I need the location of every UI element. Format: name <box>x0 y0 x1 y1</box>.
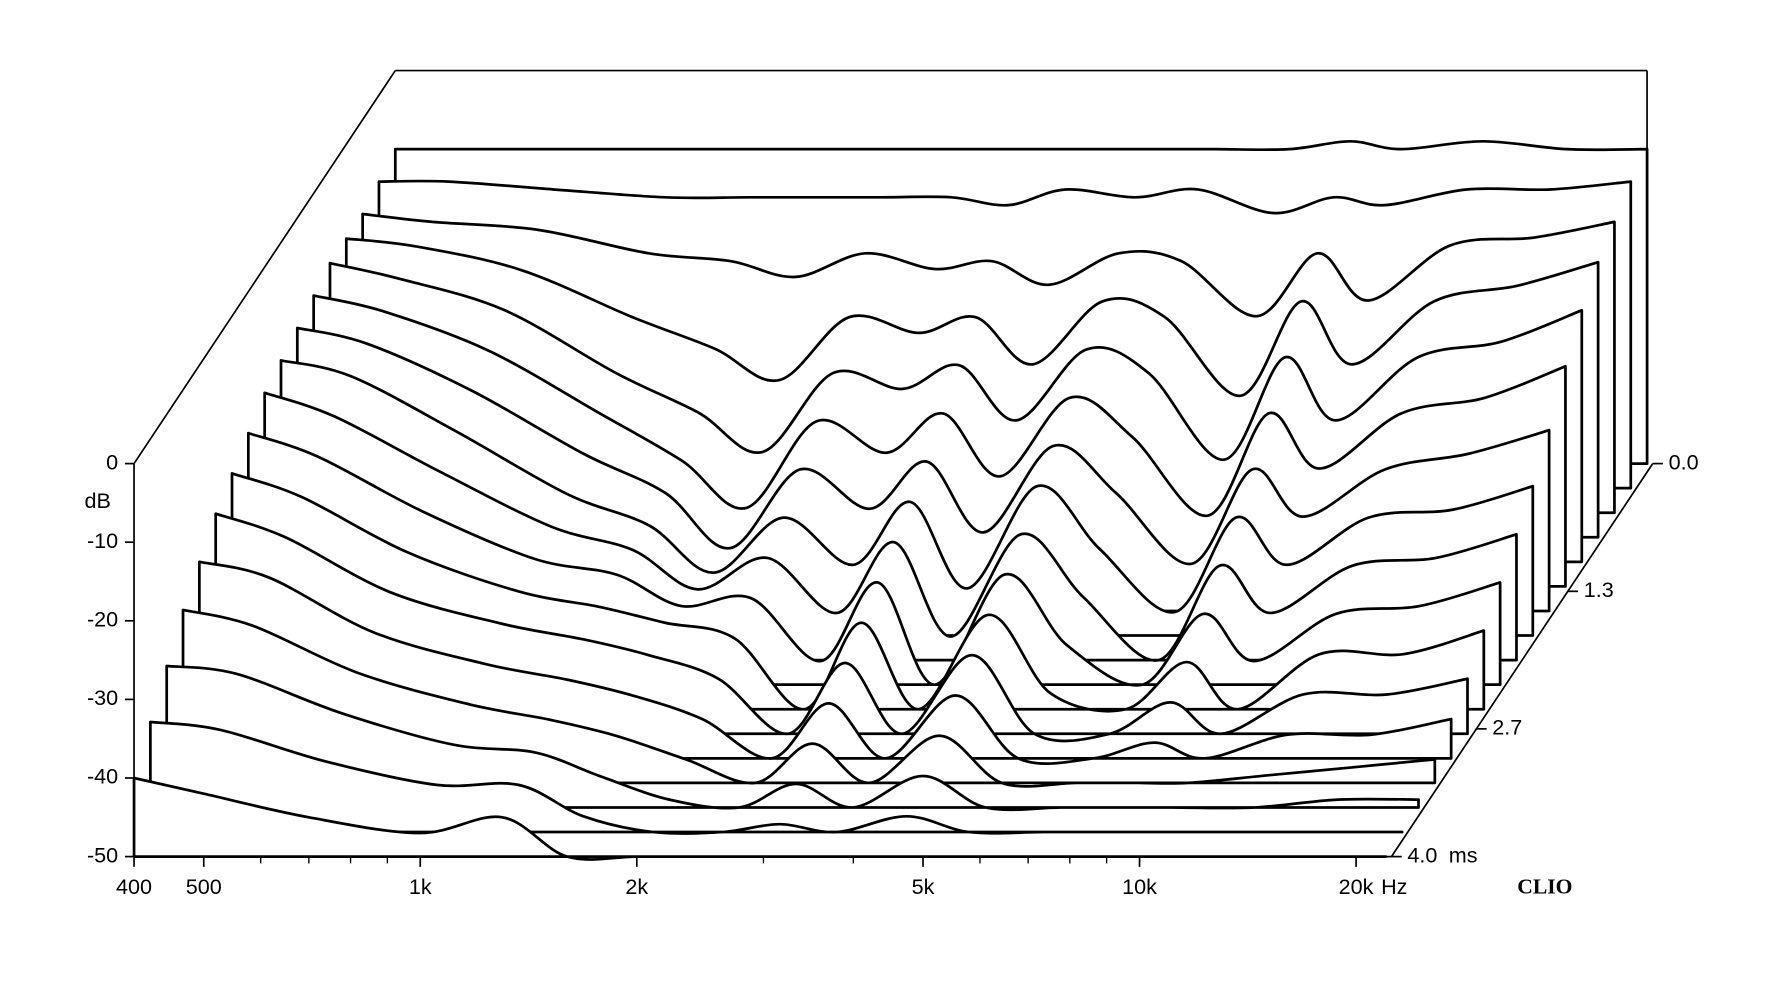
x-tick-label: 5k <box>912 874 935 899</box>
y-tick-label: -50 <box>87 842 118 867</box>
x-unit: Hz <box>1381 874 1407 899</box>
z-tick-label: 0.0 <box>1669 449 1699 474</box>
y-tick-label: -20 <box>87 606 118 631</box>
decay-slice <box>181 608 1437 788</box>
z-axis-line <box>1390 463 1654 858</box>
x-tick-label: 2k <box>625 874 648 899</box>
decay-slice <box>149 720 1404 835</box>
x-tick-label: 10k <box>1122 874 1157 899</box>
z-tick-label: 2.7 <box>1492 715 1522 740</box>
x-tick-label: 20k <box>1339 874 1374 899</box>
y-tick-label: -10 <box>87 528 118 553</box>
y-tick-label: -40 <box>87 764 118 789</box>
logo: CLIO <box>1517 874 1572 898</box>
x-tick-label: 500 <box>186 874 222 899</box>
z-tick-label: 1.3 <box>1584 577 1614 602</box>
z-tick-label: 4.0 <box>1407 842 1437 867</box>
x-tick-label: 400 <box>116 874 152 899</box>
x-tick-label: 1k <box>409 874 432 899</box>
frame-edge <box>133 70 397 465</box>
axes: 0 -10 -20 -30 -40 -50 400 500 1k 2k 5k 10k 20k Hz 0.0 1… <box>87 449 1699 899</box>
y-tick-label: 0 <box>106 449 118 474</box>
y-tick-label: -30 <box>87 685 118 710</box>
slices <box>132 139 1649 861</box>
z-unit: ms <box>1449 842 1478 867</box>
decay-slice <box>165 664 1420 812</box>
y-axis-label: dB <box>84 488 110 513</box>
